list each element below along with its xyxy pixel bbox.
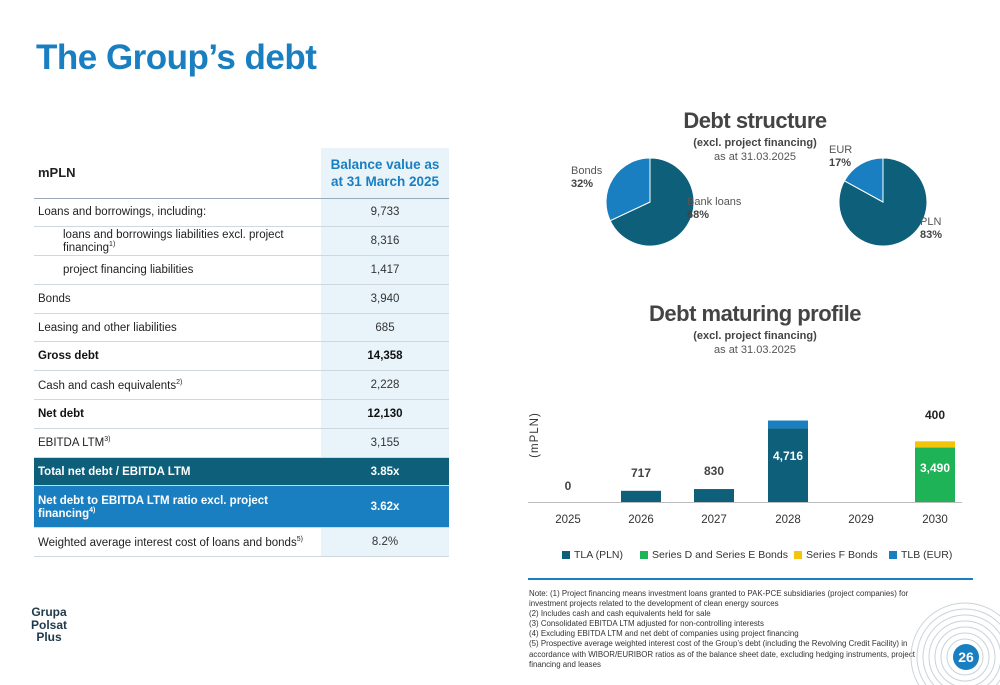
footnotes: Note: (1) Project financing means invest… xyxy=(529,589,929,670)
row-value: 8.2% xyxy=(321,527,449,558)
y-axis-label: (mPLN) xyxy=(529,412,541,458)
table-row: loans and borrowings liabilities excl. p… xyxy=(34,226,449,257)
row-label: Weighted average interest cost of loans … xyxy=(34,527,321,558)
legend-item-series-f: Series F Bonds xyxy=(794,549,878,561)
pie-chart-currency xyxy=(838,157,928,247)
pie-slice-eur xyxy=(843,157,884,203)
table-row: Gross debt 14,358 xyxy=(34,341,449,372)
table-header: mPLN Balance value as at 31 March 2025 xyxy=(34,148,449,199)
row-label: project financing liabilities xyxy=(34,255,321,285)
table-row: project financing liabilities 1,417 xyxy=(34,255,449,285)
table-row: Leasing and other liabilities 685 xyxy=(34,313,449,343)
footnote: (5) Prospective average weighted interes… xyxy=(529,639,915,669)
company-logo: Grupa Polsat Plus xyxy=(31,605,68,644)
pie1-label-bank-loans: Bank loans 68% xyxy=(687,196,742,221)
data-label-2028-tla: 4,716 xyxy=(773,449,803,463)
row-label: Total net debt / EBITDA LTM xyxy=(34,457,321,487)
row-value: 8,316 xyxy=(321,226,449,257)
x-tick-label: 2029 xyxy=(848,514,874,526)
data-label-2030-series-f: 400 xyxy=(925,408,945,422)
row-value: 14,358 xyxy=(321,341,449,372)
legend-swatch xyxy=(640,551,648,559)
row-label: Bonds xyxy=(34,284,321,314)
row-label: loans and borrowings liabilities excl. p… xyxy=(34,226,321,257)
row-value: 3,940 xyxy=(321,284,449,314)
data-label-2028-tlb: 506m xyxy=(773,396,804,410)
table-row: EBITDA LTM3) 3,155 xyxy=(34,428,449,458)
row-label: Leasing and other liabilities xyxy=(34,313,321,343)
table-row: Weighted average interest cost of loans … xyxy=(34,527,449,558)
x-tick-label: 2026 xyxy=(628,514,654,526)
maturity-bar-chart: (mPLN) 2025 2026 2027 2028 2029 2030 0 717 830 4,7… xyxy=(528,376,962,526)
notes-divider xyxy=(528,578,973,580)
debt-table: mPLN Balance value as at 31 March 2025 L… xyxy=(34,148,449,558)
x-tick-label: 2028 xyxy=(775,514,801,526)
row-label: Gross debt xyxy=(34,341,321,372)
x-tick-label: 2027 xyxy=(701,514,727,526)
pie-slice-bank-loans xyxy=(609,157,695,247)
table-row: Cash and cash equivalents2) 2,228 xyxy=(34,370,449,401)
pie1-label-bonds: Bonds 32% xyxy=(571,165,603,190)
pie2-label-eur: EUR 17% xyxy=(829,144,853,169)
table-row: Bonds 3,940 xyxy=(34,284,449,314)
data-label-2027: 830 xyxy=(704,464,724,478)
maturity-subtitle-date: as at 31.03.2025 xyxy=(714,344,796,356)
legend-swatch xyxy=(562,551,570,559)
bar-2026-0 xyxy=(621,490,661,502)
row-value: 685 xyxy=(321,313,449,343)
row-value: 3,155 xyxy=(321,428,449,458)
data-label-2030-series-de: 3,490 xyxy=(920,461,950,475)
table-row: Net debt to EBITDA LTM ratio excl. proje… xyxy=(34,485,449,529)
row-value: 9,733 xyxy=(321,198,449,228)
debt-structure-subtitle-bold: (excl. project financing) xyxy=(693,137,817,149)
pie-chart-loans-bonds xyxy=(605,157,695,247)
legend-item-tla: TLA (PLN) xyxy=(562,549,623,561)
table-row: Net debt 12,130 xyxy=(34,399,449,429)
bar-2028-3 xyxy=(768,420,808,429)
row-label: EBITDA LTM3) xyxy=(34,428,321,458)
pie-slice-bonds xyxy=(605,157,651,222)
bar-2027-0 xyxy=(694,489,734,502)
table-row: Total net debt / EBITDA LTM 3.85x xyxy=(34,457,449,487)
pie2-label-pln: PLN 83% xyxy=(920,216,943,241)
footnote: Note: (1) Project financing means invest… xyxy=(529,589,909,609)
header-value: Balance value as at 31 March 2025 xyxy=(321,148,449,199)
bar-2030-1 xyxy=(915,447,955,502)
debt-structure-title: Debt structure xyxy=(683,108,827,133)
row-value: 2,228 xyxy=(321,370,449,401)
x-tick-label: 2030 xyxy=(922,514,948,526)
row-value: 3.85x xyxy=(321,457,449,487)
bar-2030-2 xyxy=(915,441,955,448)
page-number: 26 xyxy=(953,644,979,670)
footnote: (2) Includes cash and cash equivalents h… xyxy=(529,609,711,619)
row-label: Net debt xyxy=(34,399,321,429)
row-label: Net debt to EBITDA LTM ratio excl. proje… xyxy=(34,485,321,529)
footnote: (4) Excluding EBITDA LTM and net debt of… xyxy=(529,629,799,639)
data-label-2028-eur: EUR xyxy=(775,376,801,390)
footnote: (3) Consolidated EBITDA LTM adjusted for… xyxy=(529,619,764,629)
data-label-2026: 717 xyxy=(631,466,651,480)
legend-item-tlb: TLB (EUR) xyxy=(889,549,952,561)
maturity-subtitle-bold: (excl. project financing) xyxy=(693,330,817,342)
row-value: 3.62x xyxy=(321,485,449,529)
maturity-subtitle: (excl. project financing) as at 31.03.20… xyxy=(620,329,890,357)
x-tick-label: 2025 xyxy=(555,514,581,526)
decorative-circles xyxy=(910,602,1000,685)
table-row: Loans and borrowings, including: 9,733 xyxy=(34,198,449,228)
data-label-2025: 0 xyxy=(565,479,572,493)
row-label: Loans and borrowings, including: xyxy=(34,198,321,228)
maturity-title: Debt maturing profile xyxy=(649,301,861,326)
row-label: Cash and cash equivalents2) xyxy=(34,370,321,401)
legend-swatch xyxy=(794,551,802,559)
legend-item-series-de: Series D and Series E Bonds xyxy=(640,549,788,561)
debt-structure-subtitle: (excl. project financing) as at 31.03.20… xyxy=(640,136,870,164)
debt-structure-subtitle-date: as at 31.03.2025 xyxy=(714,151,796,163)
row-value: 1,417 xyxy=(321,255,449,285)
page-title: The Group’s debt xyxy=(36,38,317,77)
row-value: 12,130 xyxy=(321,399,449,429)
legend-swatch xyxy=(889,551,897,559)
pie-slice-pln xyxy=(838,157,928,247)
bar-2028-0 xyxy=(768,428,808,502)
header-label: mPLN xyxy=(34,148,321,199)
